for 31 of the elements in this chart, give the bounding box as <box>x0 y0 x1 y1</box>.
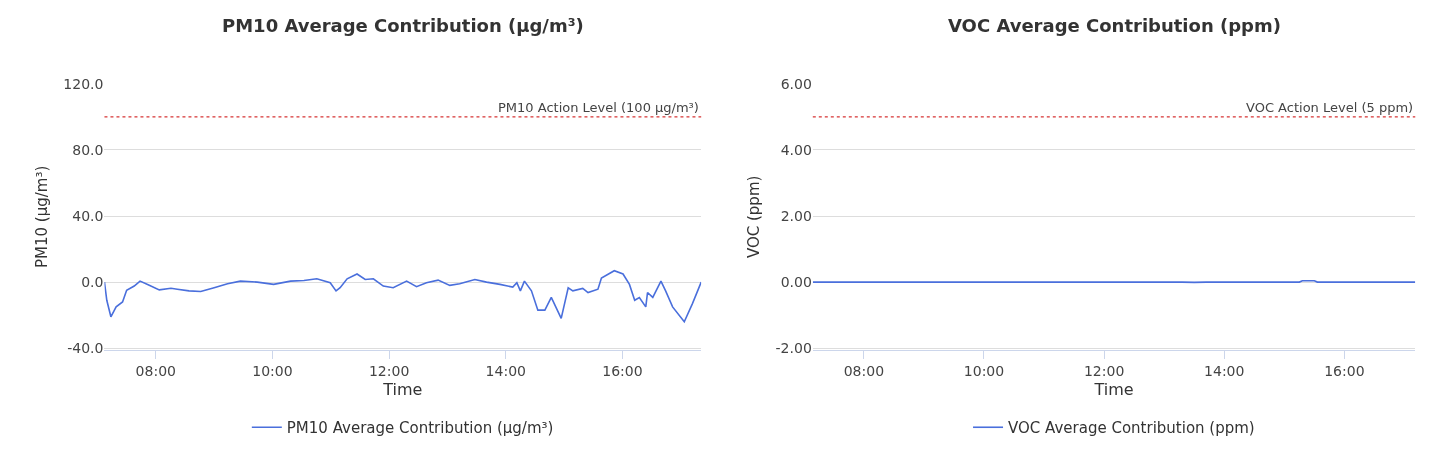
x-axis-title: Time <box>382 380 423 400</box>
y-tick-label: -2.00 <box>775 340 812 357</box>
legend-label: PM10 Average Contribution (µg/m³) <box>286 419 554 438</box>
x-tick-label: 12:00 <box>368 362 410 379</box>
x-tick-label: 14:00 <box>1204 362 1245 379</box>
y-tick-label: -40.0 <box>67 340 104 357</box>
ref-line-label: VOC Action Level (5 ppm) <box>1246 100 1414 115</box>
x-tick-label: 14:00 <box>485 362 526 379</box>
y-axis-title: VOC (ppm) <box>744 175 763 259</box>
y-tick-label: 6.00 <box>780 75 812 92</box>
x-axis-title: Time <box>1093 380 1134 400</box>
x-tick-label: 12:00 <box>1083 362 1125 379</box>
y-tick-label: 4.00 <box>780 141 812 158</box>
x-tick-label: 16:00 <box>1324 362 1365 379</box>
y-tick-label: 80.0 <box>72 141 104 158</box>
x-tick-label: 16:00 <box>602 362 643 379</box>
y-tick-label: 40.0 <box>72 207 104 224</box>
y-axis-title: PM10 (µg/m³) <box>32 165 51 268</box>
x-tick-label: 08:00 <box>135 362 176 379</box>
chart-title: VOC Average Contribution (ppm) <box>948 15 1281 36</box>
legend-label: VOC Average Contribution (ppm) <box>1008 419 1255 438</box>
y-tick-label: 0.0 <box>81 273 104 290</box>
x-tick-label: 10:00 <box>252 362 293 379</box>
line-series <box>104 269 702 323</box>
y-tick-label: 120.0 <box>63 75 104 92</box>
x-tick-label: 10:00 <box>963 362 1005 379</box>
y-tick-label: 0.00 <box>780 273 812 290</box>
chart-title: PM10 Average Contribution (µg/m³) <box>222 15 584 36</box>
ref-line-label: PM10 Action Level (100 µg/m³) <box>498 100 699 115</box>
x-tick-label: 08:00 <box>843 362 885 379</box>
y-tick-label: 2.00 <box>780 207 812 224</box>
